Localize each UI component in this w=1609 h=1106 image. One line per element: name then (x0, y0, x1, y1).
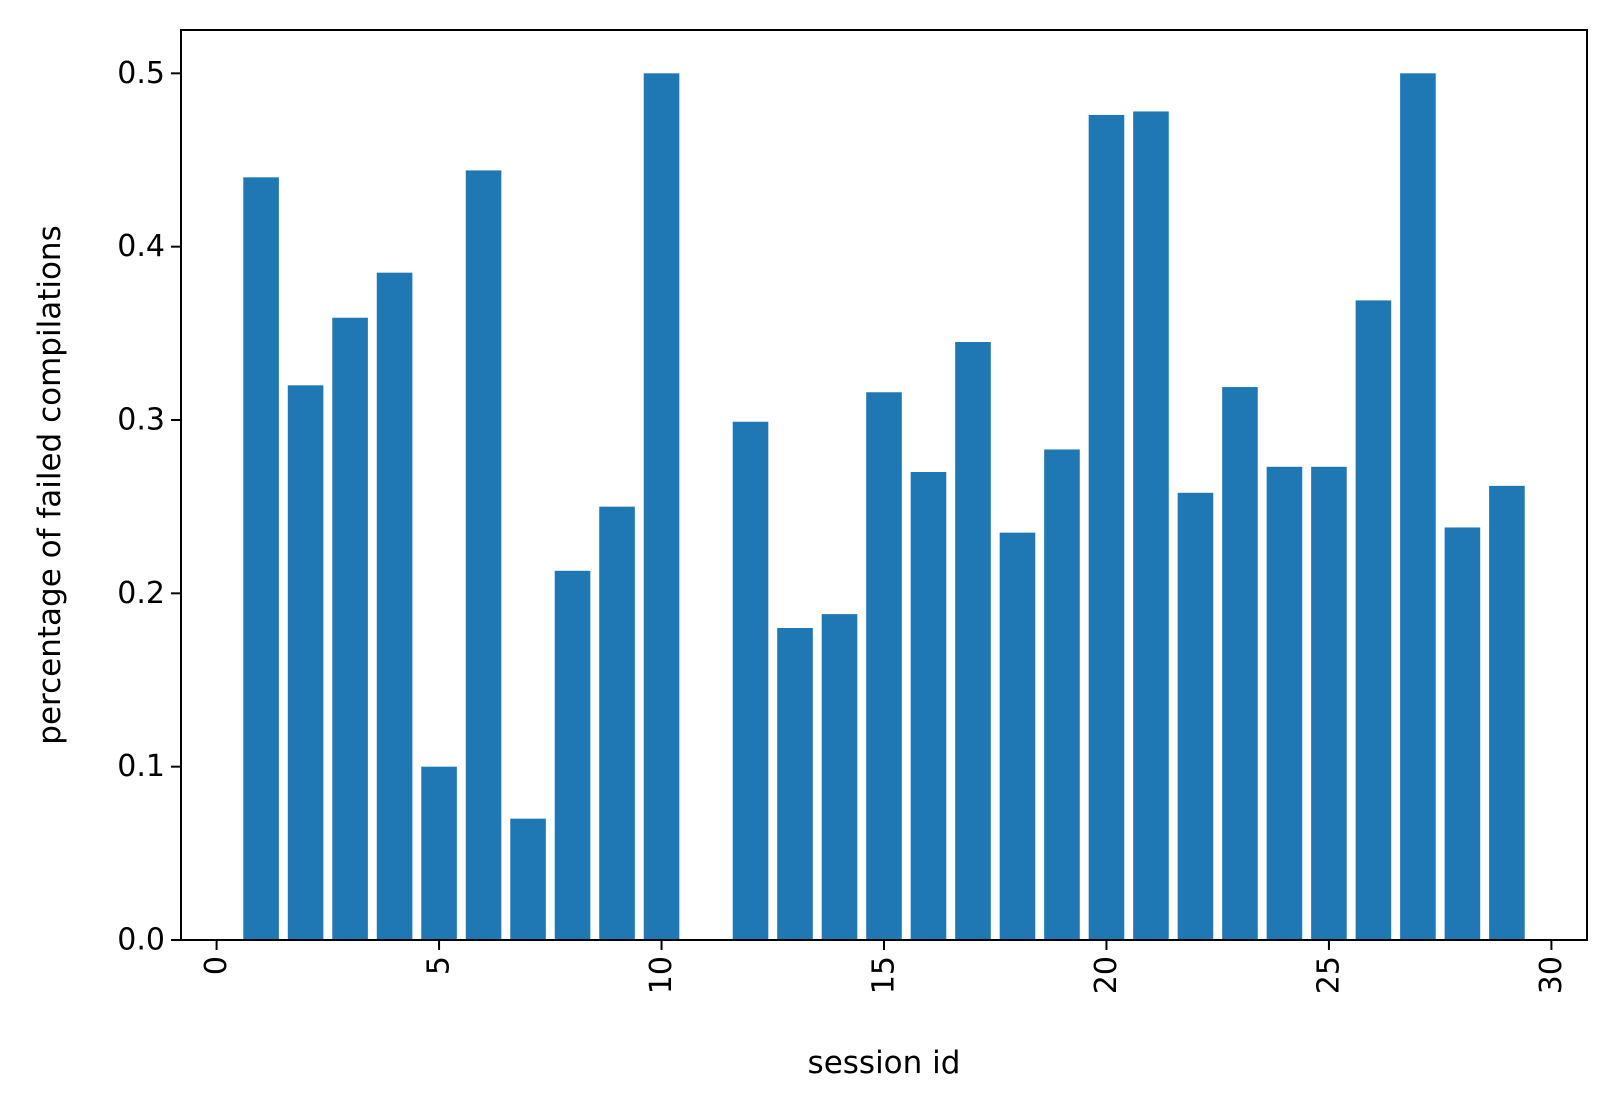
bar-session-8 (554, 570, 591, 940)
bar-session-22 (1177, 492, 1214, 940)
bar-session-15 (866, 392, 902, 940)
bar-session-21 (1133, 111, 1169, 940)
y-tick-label: 0.0 (117, 923, 165, 958)
bar-session-19 (1044, 449, 1080, 940)
bar-session-17 (955, 342, 991, 940)
bar-session-12 (732, 421, 769, 940)
y-tick-label: 0.2 (117, 576, 165, 611)
bar-session-16 (910, 472, 947, 940)
x-tick-label: 5 (422, 956, 457, 975)
bar-session-23 (1222, 387, 1258, 941)
x-tick-label: 20 (1089, 956, 1124, 994)
bar-session-13 (777, 628, 813, 940)
y-tick-label: 0.3 (117, 403, 165, 438)
bar-session-27 (1400, 73, 1436, 941)
y-axis-label: percentage of failed compilations (32, 225, 68, 744)
bar-session-26 (1355, 300, 1392, 940)
x-tick-label: 10 (644, 956, 679, 994)
bar-session-14 (821, 614, 858, 940)
y-tick-label: 0.5 (117, 56, 165, 91)
bar-session-18 (999, 532, 1036, 940)
bars-group (243, 73, 1525, 941)
bar-session-2 (287, 385, 324, 940)
x-axis-ticks: 0 5 10 15 20 25 30 (199, 940, 1569, 994)
bar-session-4 (376, 272, 413, 941)
x-tick-label: 30 (1534, 956, 1569, 994)
bar-session-3 (332, 317, 368, 940)
x-tick-label: 0 (199, 956, 234, 975)
bar-session-28 (1444, 527, 1481, 940)
y-tick-label: 0.1 (117, 749, 165, 784)
bar-session-24 (1266, 466, 1303, 940)
bar-session-1 (243, 177, 279, 941)
plot-frame (180, 29, 1588, 941)
bar-session-9 (599, 506, 635, 940)
bar-session-20 (1088, 114, 1125, 940)
bar-session-10 (643, 73, 680, 941)
x-tick-label: 25 (1311, 956, 1346, 994)
bar-session-29 (1489, 485, 1525, 940)
x-axis-label: session id (808, 1045, 961, 1081)
bar-session-7 (510, 818, 546, 940)
y-axis-ticks: 0.0 0.1 0.2 0.3 0.4 0.5 (117, 56, 181, 958)
x-tick-label: 15 (867, 956, 902, 994)
bar-session-25 (1311, 466, 1347, 940)
bar-session-6 (465, 170, 502, 940)
y-tick-label: 0.4 (117, 229, 165, 264)
bar-session-5 (421, 766, 457, 940)
